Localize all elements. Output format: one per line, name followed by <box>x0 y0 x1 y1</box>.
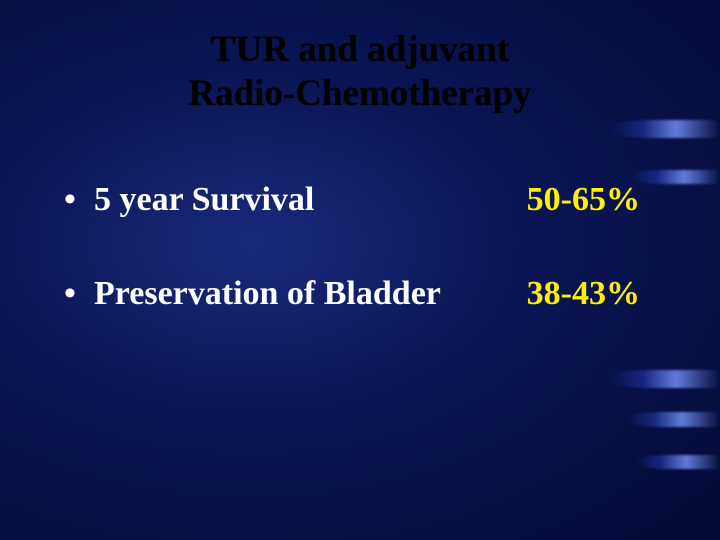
bullet-label: Preservation of Bladder <box>94 275 441 313</box>
bullet-label: 5 year Survival <box>94 181 314 219</box>
bullet-row: • Preservation of Bladder 38-43% <box>64 275 680 313</box>
bullet-marker: • <box>64 275 94 313</box>
bullet-row: • 5 year Survival 50-65% <box>64 181 680 219</box>
bullet-value: 38-43% <box>527 275 640 313</box>
slide-content: • 5 year Survival 50-65% • Preservation … <box>40 181 680 313</box>
slide-container: TUR and adjuvant Radio-Chemotherapy • 5 … <box>0 0 720 540</box>
bullet-value: 50-65% <box>527 181 640 219</box>
bullet-marker: • <box>64 181 94 219</box>
title-line-2: Radio-Chemotherapy <box>40 72 680 116</box>
title-line-1: TUR and adjuvant <box>40 28 680 72</box>
slide-title: TUR and adjuvant Radio-Chemotherapy <box>40 28 680 117</box>
